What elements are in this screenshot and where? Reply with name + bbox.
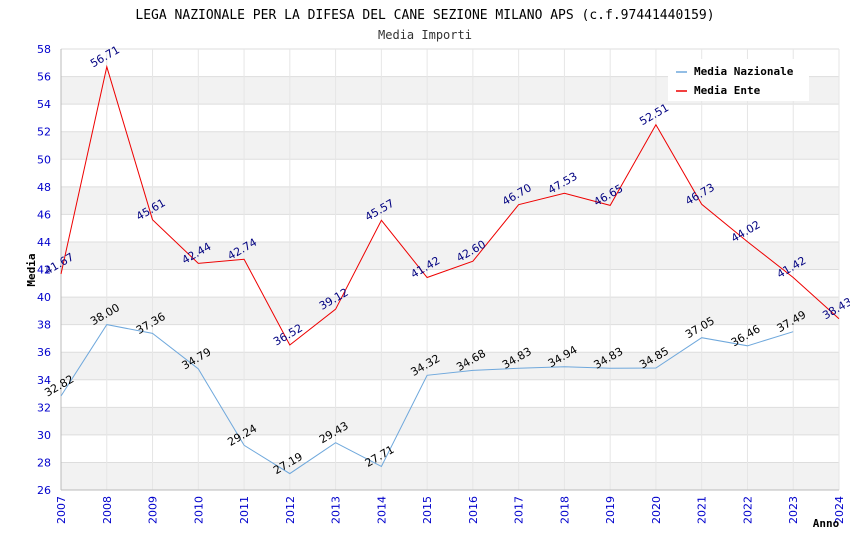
background-band: [61, 379, 839, 408]
grid-lines: [60, 48, 840, 491]
background-band: [61, 104, 839, 132]
x-tick-label: 2011: [238, 496, 251, 524]
x-tick-label: 2010: [192, 496, 205, 524]
background-band: [61, 297, 839, 325]
x-tick-label: 2021: [696, 496, 709, 524]
background-band: [61, 352, 839, 380]
background-band: [61, 214, 839, 242]
chart-subtitle: Media Importi: [378, 28, 472, 42]
y-tick-label: 46: [37, 208, 51, 221]
y-tick-label: 42: [37, 264, 51, 277]
x-tick-label: 2012: [284, 496, 297, 524]
series-layer: [60, 64, 840, 475]
y-tick-label: 52: [37, 126, 51, 139]
y-tick-label: 26: [37, 484, 51, 497]
y-tick-label: 28: [37, 456, 51, 469]
y-tick-label: 30: [37, 429, 51, 442]
x-tick-label: 2020: [650, 496, 663, 524]
background-band: [61, 269, 839, 298]
x-tick-label: 2016: [467, 496, 480, 524]
series-line-media-ente: [60, 64, 840, 346]
y-tick-label: 32: [37, 401, 51, 414]
x-tick-labels: 2007 2008 2009 2010 2011 2012 2013 2014 2015 2016…: [55, 496, 846, 524]
y-tick-label: 44: [37, 236, 51, 249]
y-axis-label: Media: [25, 253, 38, 286]
y-tick-label: 56: [37, 71, 51, 84]
background-band: [61, 159, 839, 187]
x-tick-label: 2022: [741, 496, 754, 524]
x-tick-label: 2017: [513, 496, 526, 524]
legend-label-media-nazionale: Media Nazionale: [694, 65, 794, 78]
series-line-media-nazionale: [60, 324, 794, 475]
y-tick-label: 58: [37, 43, 51, 56]
background-band: [61, 462, 839, 490]
background-band: [61, 324, 839, 353]
y-tick-label: 34: [37, 374, 51, 387]
y-tick-label: 36: [37, 346, 51, 359]
y-tick-labels: 26 28 30 32 34 36 38 40 42 44 46 48 50 52 54 56 58: [37, 43, 51, 497]
y-tick-label: 40: [37, 291, 51, 304]
x-axis-label: Anno: [813, 517, 840, 530]
x-tick-label: 2008: [101, 496, 114, 524]
x-tick-label: 2009: [147, 496, 160, 524]
x-tick-label: 2018: [558, 496, 571, 524]
legend-background: [668, 59, 809, 101]
background-band: [61, 241, 839, 270]
x-tick-label: 2007: [55, 496, 68, 524]
x-tick-label: 2014: [375, 496, 388, 524]
legend: Media Nazionale Media Ente: [668, 59, 809, 101]
x-tick-label: 2024: [833, 496, 846, 524]
y-tick-label: 54: [37, 98, 51, 111]
background-band: [61, 407, 839, 435]
legend-label-media-ente: Media Ente: [694, 84, 761, 97]
chart-title: LEGA NAZIONALE PER LA DIFESA DEL CANE SE…: [135, 8, 714, 23]
x-tick-label: 2023: [787, 496, 800, 524]
x-tick-label: 2015: [421, 496, 434, 524]
y-tick-label: 48: [37, 181, 51, 194]
background-band: [61, 186, 839, 215]
x-tick-label: 2019: [604, 496, 617, 524]
background-band: [61, 131, 839, 160]
background-band: [61, 434, 839, 463]
x-tick-label: 2013: [330, 496, 343, 524]
y-tick-label: 50: [37, 153, 51, 166]
y-tick-label: 38: [37, 319, 51, 332]
